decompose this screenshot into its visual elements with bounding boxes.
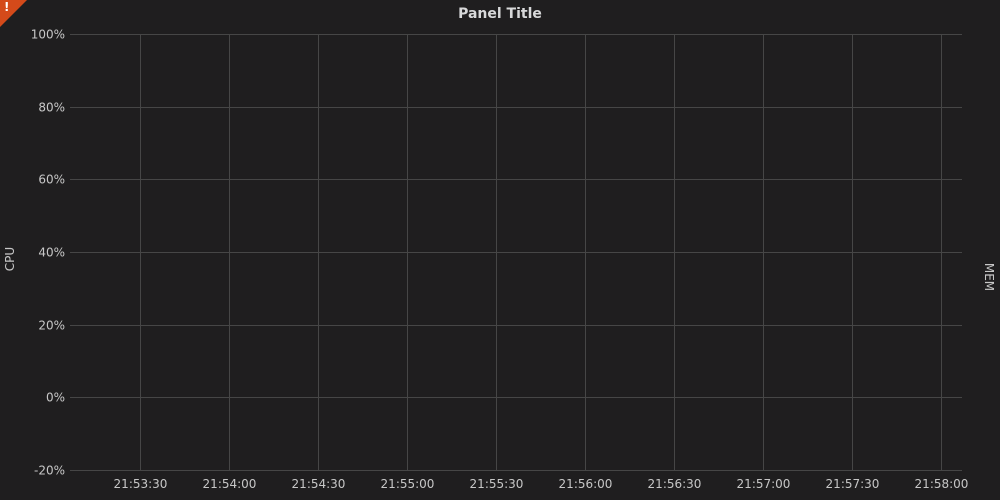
y-tick-label: 60% [38,173,65,187]
x-tick-label: 21:57:00 [737,477,791,491]
y-tick-label: 40% [38,246,65,260]
x-tick-label: 21:56:00 [559,477,613,491]
x-tick-label: 21:55:30 [470,477,524,491]
x-tick-label: 21:54:00 [203,477,257,491]
y-tick-label: -20% [34,464,65,478]
y-tick-label: 0% [46,391,65,405]
y-tick-label: 80% [38,101,65,115]
x-tick-label: 21:56:30 [648,477,702,491]
y-axis-label: CPU [3,247,17,271]
x-tick-label: 21:54:30 [292,477,346,491]
panel-error-indicator[interactable] [0,0,27,27]
y-axis-ticks: 100% 80% 60% 40% 20% 0% -20% [31,28,65,478]
x-tick-label: 21:53:30 [114,477,168,491]
y-tick-label: 100% [31,28,65,42]
error-icon[interactable]: ! [4,0,10,14]
panel-title[interactable]: Panel Title [458,6,542,22]
right-y-axis-label: MEM [982,263,996,291]
x-tick-label: 21:57:30 [826,477,880,491]
x-gridlines [140,34,942,470]
y-gridlines [70,34,962,471]
x-tick-label: 21:55:00 [381,477,435,491]
x-axis-ticks: 21:53:30 21:54:00 21:54:30 21:55:00 21:55:30… [114,477,969,491]
x-tick-label: 21:58:00 [915,477,969,491]
y-tick-label: 20% [38,319,65,333]
